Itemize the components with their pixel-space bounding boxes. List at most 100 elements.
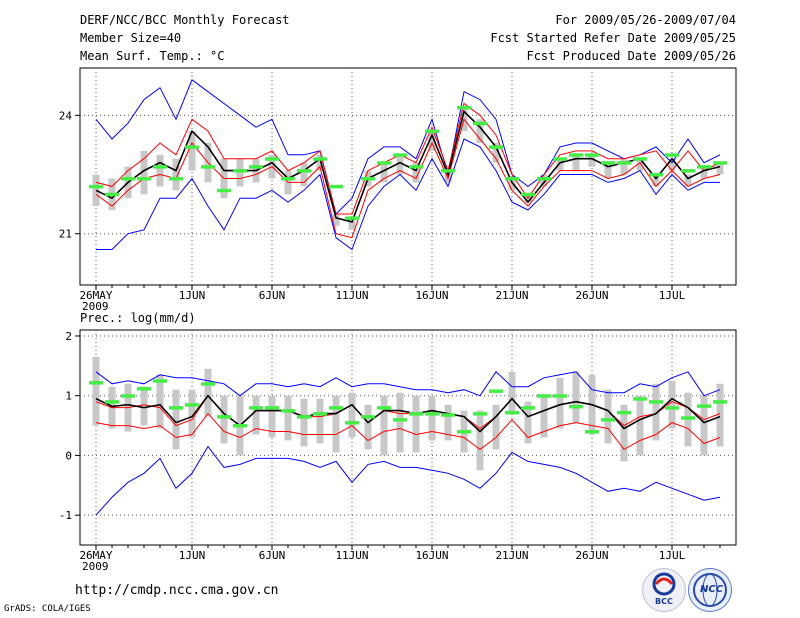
precip-frame <box>79 329 737 546</box>
precip-median-marker <box>297 415 311 419</box>
precip-member-box <box>700 395 708 456</box>
temp-member-box <box>380 162 388 183</box>
forecast-produced-date: Fcst Produced Date 2009/05/26 <box>526 49 736 63</box>
precip-member-box <box>556 377 564 429</box>
precip-member-box <box>620 404 628 462</box>
source-url[interactable]: http://cmdp.ncc.cma.gov.cn <box>75 583 279 598</box>
temp-member-box <box>684 174 692 187</box>
precip-ytick-label: 0 <box>65 449 72 462</box>
precip-median-marker <box>713 400 727 404</box>
precip-median-marker <box>697 404 711 408</box>
precip-median-marker <box>553 394 567 398</box>
temp-xtick-label: 26MAY <box>79 289 112 302</box>
precip-panel: 26MAY 1JUN 6JUN 11JUN 16JUN 21JUN 26JUN 1JUL 200… <box>59 329 737 573</box>
temp-member-box <box>668 158 676 171</box>
precip-xtick-label: 26JUN <box>575 549 608 562</box>
precip-series-mean <box>95 394 721 433</box>
precip-member-box <box>364 404 372 450</box>
temp-member-box <box>476 119 484 143</box>
precip-member-box <box>172 389 180 450</box>
precip-median-marker <box>281 409 295 413</box>
temp-median-marker <box>201 165 215 169</box>
precip-median-marker <box>441 413 455 417</box>
precip-member-box <box>188 389 196 438</box>
precip-median-marker <box>345 421 359 425</box>
precip-median-marker <box>633 397 647 401</box>
temp-member-box <box>188 131 196 171</box>
temp-median-marker <box>345 216 359 220</box>
temp-median-marker <box>537 176 551 181</box>
member-size-label: Member Size=40 <box>80 31 182 45</box>
precip-series-min <box>95 445 721 516</box>
precip-member-box <box>428 395 436 441</box>
temp-median-marker <box>649 173 663 177</box>
precip-median-marker <box>313 412 327 416</box>
precip-median-marker <box>393 418 407 422</box>
precip-median-marker <box>361 415 375 419</box>
temp-median-marker <box>553 157 567 161</box>
temp-median-marker <box>217 188 231 193</box>
temp-member-box <box>700 166 708 179</box>
temp-year-label: 2009 <box>82 300 109 313</box>
ncc-logo: NCC <box>688 568 732 612</box>
temp-median-marker <box>505 176 519 181</box>
precip-median-marker <box>233 424 247 428</box>
precip-median-marker <box>153 379 167 383</box>
temp-median-marker <box>697 165 711 169</box>
precip-median-marker <box>569 404 583 409</box>
precip-xtick-label: 1JUN <box>179 549 206 562</box>
precip-median-marker <box>489 389 503 393</box>
temp-median-marker <box>169 176 183 181</box>
precip-member-box <box>92 356 100 426</box>
precip-member-box <box>492 404 500 450</box>
precip-series-lower <box>95 412 721 451</box>
precip-member-box <box>444 404 452 441</box>
temp-median-marker <box>393 153 407 157</box>
temp-median-marker <box>713 161 727 165</box>
temp-member-box <box>172 158 180 191</box>
precip-median-marker <box>169 406 183 410</box>
temp-member-box <box>428 131 436 151</box>
precip-median-marker <box>121 394 135 398</box>
ncc-globe-icon <box>693 573 727 607</box>
precip-median-marker <box>137 387 151 391</box>
precip-median-marker <box>521 406 535 410</box>
bcc-swirl-icon <box>652 572 676 596</box>
precip-member-box <box>476 410 484 471</box>
precip-member-box <box>284 395 292 441</box>
precip-xtick-label: 16JUN <box>415 549 448 562</box>
precip-xtick-label: 1JUL <box>659 549 686 562</box>
precip-xtick-label: 26MAY <box>79 549 112 562</box>
precip-member-box <box>204 368 212 417</box>
forecast-start-date: Fcst Started Refer Date 2009/05/25 <box>490 31 736 45</box>
precip-median-marker <box>201 382 215 386</box>
precip-ytick-label: -1 <box>59 509 72 522</box>
temp-xtick-label: 1JUL <box>659 289 686 302</box>
temp-median-marker <box>137 176 151 181</box>
precip-member-box <box>604 389 612 444</box>
temp-median-marker <box>569 153 583 157</box>
temp-xtick-label: 21JUN <box>495 289 528 302</box>
temp-median-marker <box>521 192 535 197</box>
temp-xtick-label: 26JUN <box>575 289 608 302</box>
precip-series-upper <box>95 394 721 430</box>
precip-title: Prec.: log(mm/d) <box>80 311 196 325</box>
precip-member-box <box>316 398 324 444</box>
temp-median-marker <box>329 184 343 189</box>
precip-member-box <box>252 395 260 435</box>
precip-member-box <box>652 383 660 441</box>
temp-member-box <box>556 158 564 171</box>
temp-median-marker <box>105 192 119 197</box>
precip-median-marker <box>473 412 487 416</box>
temp-median-marker <box>665 153 679 157</box>
precip-xtick-label: 6JUN <box>259 549 286 562</box>
temp-member-box <box>156 154 164 187</box>
precip-median-marker <box>617 410 631 415</box>
temp-member-box <box>300 162 308 187</box>
precip-series-max <box>95 371 721 397</box>
temp-xtick-label: 1JUN <box>179 289 206 302</box>
temp-series-min <box>96 138 720 251</box>
ncc-logo-text: NCC <box>700 584 724 595</box>
precip-ytick-label: 2 <box>65 330 72 343</box>
